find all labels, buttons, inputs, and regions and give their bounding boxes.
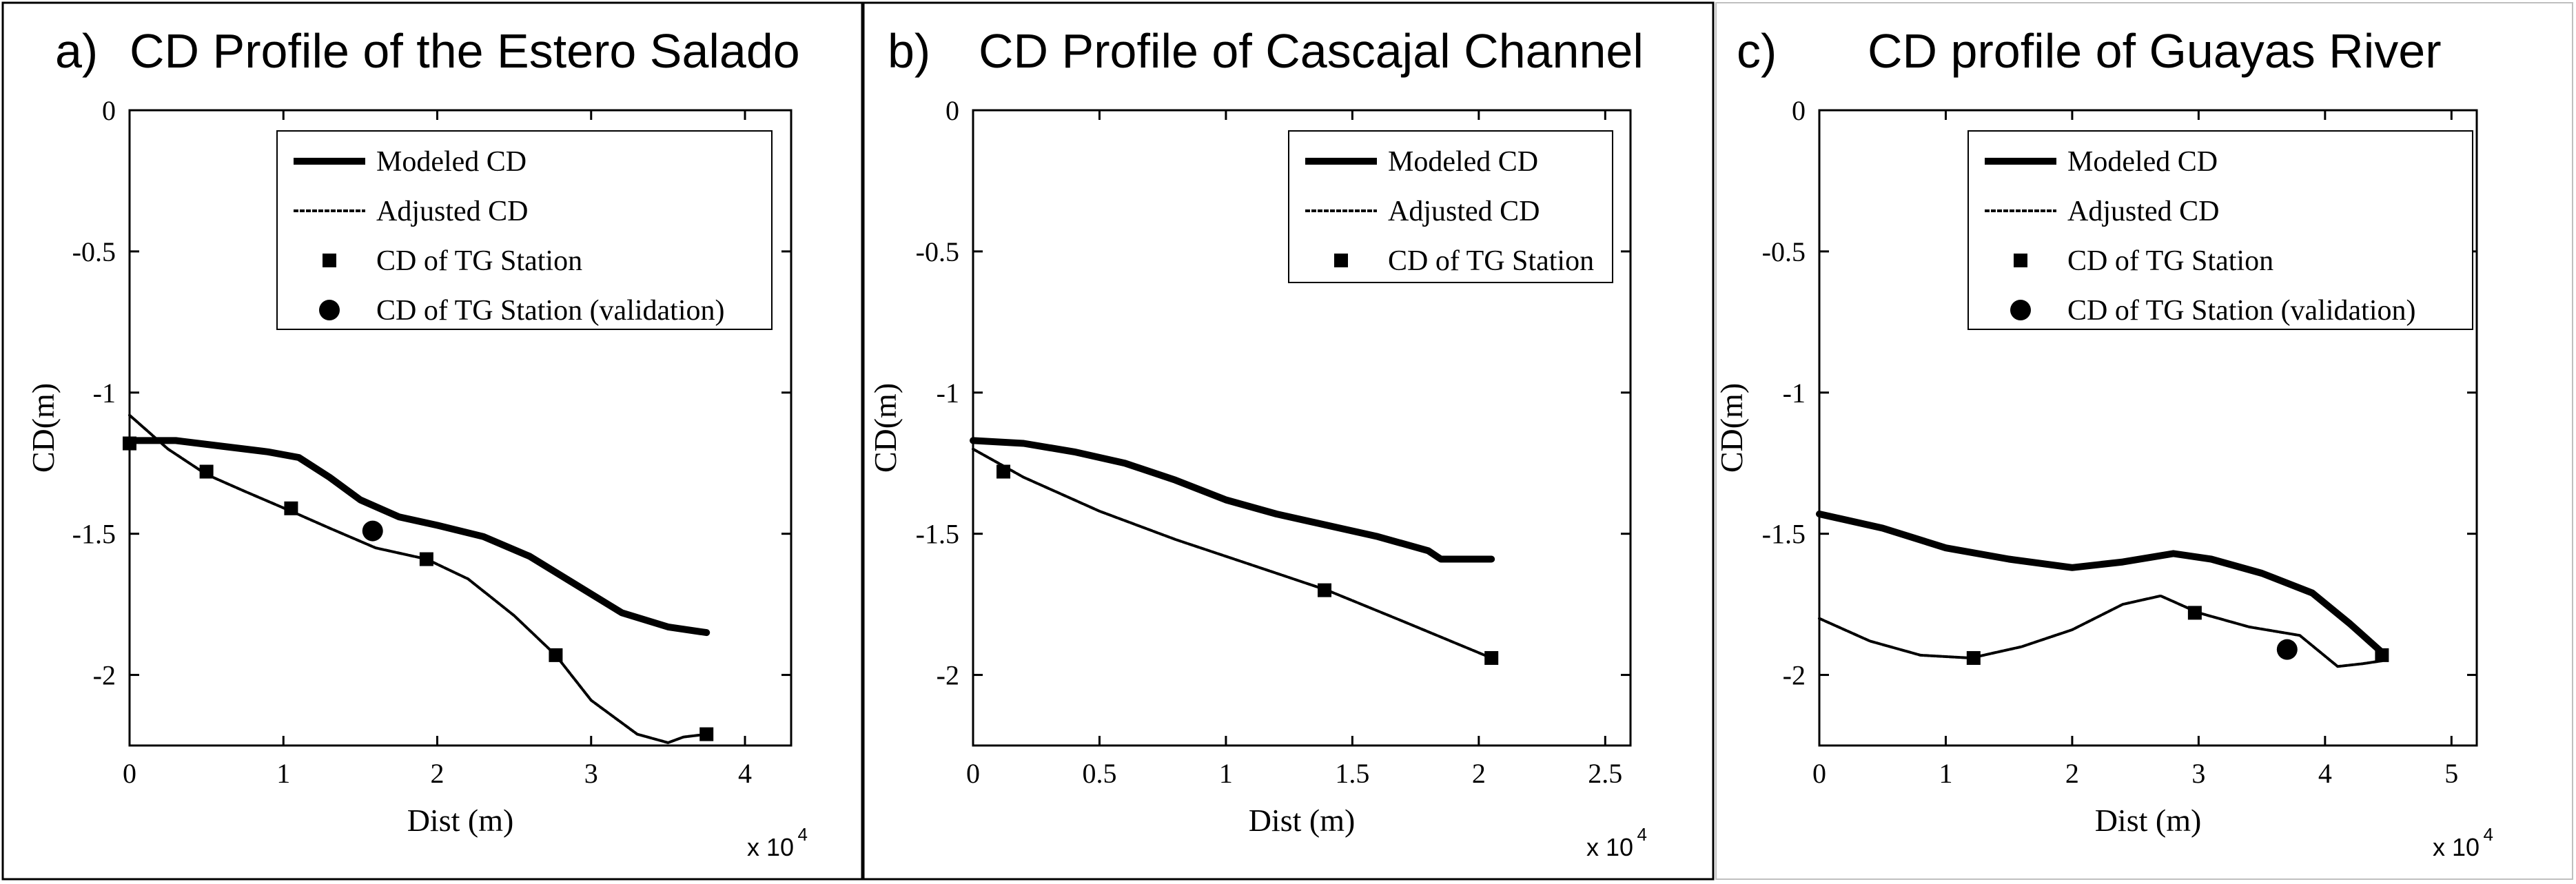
tg-station-marker xyxy=(996,464,1011,479)
legend-symbol-validation xyxy=(319,300,340,320)
y-tick-label: -1 xyxy=(937,378,959,409)
tg-station-marker xyxy=(2375,648,2389,662)
y-tick-label: -0.5 xyxy=(72,236,116,267)
legend-symbol-station xyxy=(323,254,336,267)
y-tick-label: -0.5 xyxy=(1762,236,1806,267)
legend-symbol-station xyxy=(1334,254,1348,267)
x-tick-label: 4 xyxy=(738,758,752,789)
tg-station-marker xyxy=(199,464,214,479)
legend-label: CD of TG Station (validation) xyxy=(2067,295,2416,327)
tg-station-marker xyxy=(2187,606,2202,620)
panel-title: CD profile of Guayas River xyxy=(1868,24,2442,78)
legend-label: Adjusted CD xyxy=(1388,196,1540,227)
x-tick-label: 2 xyxy=(2065,758,2079,789)
series-line-adjusted-cd xyxy=(972,447,1493,659)
legend-label: CD of TG Station xyxy=(2067,245,2273,277)
legend-label: Modeled CD xyxy=(1388,146,1538,178)
panel-c: c) CD profile of Guayas River 0 -0.5 -1 -1.5 -… xyxy=(1714,24,2493,861)
x-tick-label: 2.5 xyxy=(1588,758,1622,789)
tg-station-marker xyxy=(1966,650,1981,665)
legend-label: Adjusted CD xyxy=(376,196,529,227)
legend: Modeled CD Adjusted CD CD of TG Station CD … xyxy=(276,130,773,330)
x-tick-label: 1.5 xyxy=(1335,758,1369,789)
x-tick-label: 0 xyxy=(966,758,980,789)
legend-label: Modeled CD xyxy=(2067,146,2218,178)
panel-title: CD Profile of Cascajal Channel xyxy=(979,24,1644,78)
y-tick-label: -2 xyxy=(1783,660,1806,691)
x-tick-label: 3 xyxy=(2191,758,2205,789)
x-tick-label: 2 xyxy=(431,758,444,789)
y-tick-label: 0 xyxy=(945,95,959,126)
y-tick-label: -0.5 xyxy=(916,236,959,267)
panel-letter: c) xyxy=(1737,24,1777,78)
legend-label: CD of TG Station xyxy=(1388,245,1594,277)
tg-station-validation-marker xyxy=(2276,639,2298,660)
x-axis-label: Dist (m) xyxy=(2095,803,2202,838)
x-tick-label: 4 xyxy=(2318,758,2332,789)
x-tick-label: 5 xyxy=(2444,758,2458,789)
y-tick-label: -2 xyxy=(93,660,116,691)
y-tick-label: -1.5 xyxy=(72,519,116,550)
tg-station-marker xyxy=(1318,583,1332,597)
tg-station-marker xyxy=(699,727,714,741)
y-tick-label: 0 xyxy=(1792,95,1806,126)
tg-station-marker xyxy=(284,501,298,515)
y-axis-label: CD(m) xyxy=(868,383,903,473)
x-tick-label: 0 xyxy=(123,758,136,789)
series-line-modeled-cd xyxy=(970,437,1495,563)
x-tick-label: 2 xyxy=(1472,758,1486,789)
y-axis-label: CD(m) xyxy=(1714,383,1749,473)
y-axis-label: CD(m) xyxy=(25,383,61,473)
series-line-modeled-cd xyxy=(126,437,711,637)
series-line-adjusted-cd xyxy=(1818,594,2384,668)
legend: Modeled CD Adjusted CD CD of TG Station xyxy=(1288,130,1613,283)
y-tick-label: -1.5 xyxy=(916,519,959,550)
panels: a) CD Profile of the Estero Salado 0 -0.5 -1… xyxy=(25,24,2493,861)
x-multiplier-exponent: 4 xyxy=(1637,824,1647,845)
panel-frame-b xyxy=(862,1,1715,881)
x-tick-label: 1 xyxy=(276,758,290,789)
legend-label: CD of TG Station xyxy=(376,245,582,277)
x-multiplier: x 10 xyxy=(2433,833,2480,861)
panel-letter: a) xyxy=(55,24,98,78)
panel-a: a) CD Profile of the Estero Salado 0 -0.5 -1… xyxy=(25,24,808,861)
x-tick-label: 3 xyxy=(584,758,598,789)
panel-title: CD Profile of the Estero Salado xyxy=(130,24,800,78)
legend-label: Adjusted CD xyxy=(2067,196,2220,227)
panel-b: b) CD Profile of Cascajal Channel 0 -0.5 -1 -… xyxy=(868,24,1647,861)
legend-label: Modeled CD xyxy=(376,146,527,178)
x-tick-label: 0 xyxy=(1812,758,1826,789)
tg-station-validation-marker xyxy=(362,520,383,542)
y-tick-label: -1 xyxy=(1783,378,1806,409)
y-tick-label: -1 xyxy=(93,378,116,409)
panel-frame-a xyxy=(1,1,863,881)
legend-symbol-station xyxy=(2014,254,2027,267)
series-line-modeled-cd xyxy=(1816,511,2386,656)
x-multiplier-exponent: 4 xyxy=(2484,824,2493,845)
x-tick-label: 1 xyxy=(1219,758,1233,789)
x-multiplier: x 10 xyxy=(747,833,794,861)
panel-letter: b) xyxy=(888,24,930,78)
series-line-adjusted-cd xyxy=(128,413,708,744)
y-tick-label: -1.5 xyxy=(1762,519,1806,550)
tg-station-marker xyxy=(1484,650,1499,665)
x-tick-label: 0.5 xyxy=(1082,758,1116,789)
y-tick-label: -2 xyxy=(937,660,959,691)
legend: Modeled CD Adjusted CD CD of TG Station CD … xyxy=(1967,130,2473,330)
x-multiplier-exponent: 4 xyxy=(798,824,808,845)
legend-symbol-validation xyxy=(2010,300,2031,320)
tg-station-marker xyxy=(549,648,563,662)
x-axis-label: Dist (m) xyxy=(407,803,514,838)
x-axis-label: Dist (m) xyxy=(1249,803,1356,838)
tg-station-marker xyxy=(123,436,136,451)
tg-station-marker xyxy=(419,552,433,566)
y-tick-label: 0 xyxy=(102,95,116,126)
x-multiplier: x 10 xyxy=(1586,833,1633,861)
legend-label: CD of TG Station (validation) xyxy=(376,295,725,327)
x-tick-label: 1 xyxy=(1939,758,1952,789)
panel-frame-c xyxy=(1715,2,2573,880)
